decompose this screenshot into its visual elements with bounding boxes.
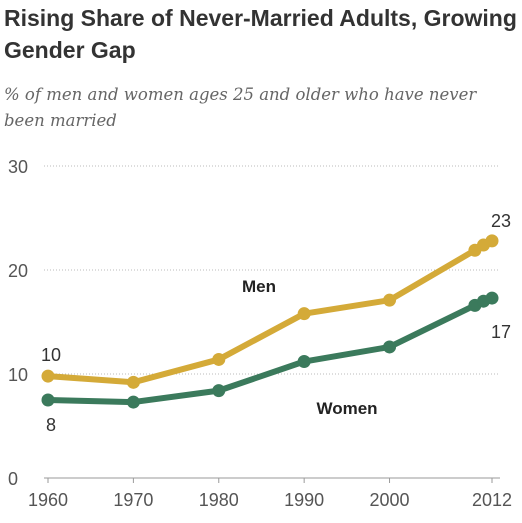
chart-subtitle: % of men and women ages 25 and older who… [4,85,477,130]
series-lines [41,234,499,409]
x-tick-label-1970: 1970 [113,490,153,510]
women-point-2000 [383,340,397,354]
y-tick-label-30: 30 [8,157,28,177]
women-end-label: 17 [491,322,511,342]
grid-lines [44,165,500,375]
women-point-1960 [41,393,55,407]
y-tick-label-0: 0 [8,469,18,489]
x-tick-label-1990: 1990 [284,490,324,510]
men-point-1960 [41,369,55,383]
chart-title: Rising Share of Never-Married Adults, Gr… [4,5,517,63]
women-start-label: 8 [46,415,56,435]
men-point-1970 [126,375,140,389]
men-start-label: 10 [41,345,61,365]
axes: 0 10 20 30 1960 1970 1980 1990 2000 2012 [8,157,512,510]
y-tick-label-20: 20 [8,261,28,281]
men-line [45,237,495,386]
men-point-1980 [212,352,226,366]
x-tick-label-2012: 2012 [472,490,512,510]
men-point-2000 [383,293,397,307]
women-point-2012 [485,291,499,305]
x-tick-label-1980: 1980 [199,490,239,510]
y-tick-label-10: 10 [8,365,28,385]
x-tick-label-2000: 2000 [370,490,410,510]
men-series-label: Men [242,277,276,296]
men-point-2012 [485,234,499,248]
women-series-label: Women [316,399,377,418]
men-point-1990 [297,307,311,321]
men-end-label: 23 [491,211,511,231]
women-point-1990 [297,355,311,369]
x-tick-label-1960: 1960 [28,490,68,510]
women-line [45,295,495,406]
women-point-1980 [212,384,226,398]
women-point-1970 [126,395,140,409]
data-labels: Men 10 23 Women 8 17 [41,211,511,435]
